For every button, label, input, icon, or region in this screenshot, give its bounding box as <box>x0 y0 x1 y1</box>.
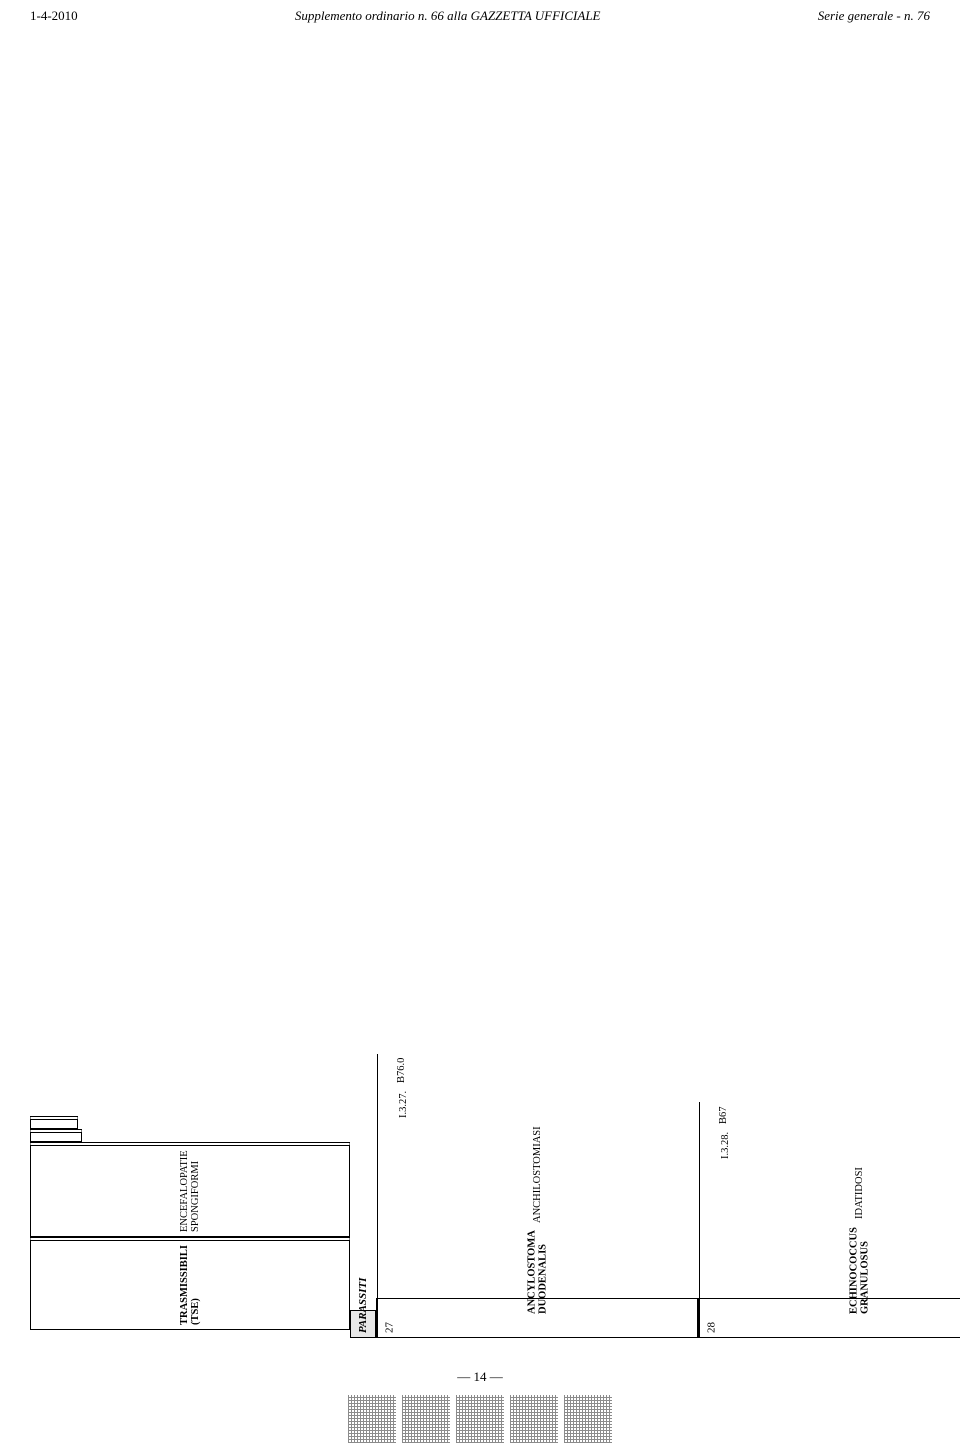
table-row: 27ANCYLOSTOMA DUODENALISANCHILOSTOMIASII… <box>376 1298 698 1338</box>
row-disease: IDATIDOSI <box>699 1163 960 1223</box>
section-parassiti-label: PARASSITI <box>351 1274 375 1337</box>
row-icd: B67 <box>699 1103 747 1129</box>
section-parassiti: PARASSITI <box>350 1310 376 1338</box>
qr-pattern <box>402 1395 450 1443</box>
qr-pattern <box>564 1395 612 1443</box>
row-icd: B76.0 <box>377 1054 425 1087</box>
tse-label: TRASMISSIBILI (TSE) <box>30 1237 350 1330</box>
page-header: 1-4-2010 Supplemento ordinario n. 66 all… <box>0 0 960 28</box>
footer-pattern <box>0 1395 960 1445</box>
row-code: I.3.28. <box>699 1128 751 1163</box>
qr-pattern <box>510 1395 558 1443</box>
row-number: 28 <box>699 1318 723 1337</box>
top-header-row: TRASMISSIBILI (TSE) ENCEFALOPATIE SPONGI… <box>30 1302 350 1338</box>
qr-pattern <box>456 1395 504 1443</box>
header-left: 1-4-2010 <box>30 8 78 24</box>
page-number: — 14 — <box>457 1369 503 1385</box>
header-right: Serie generale - n. 76 <box>818 8 930 24</box>
row-organism: ANCYLOSTOMA DUODENALIS <box>377 1227 697 1318</box>
table-row: 28ECHINOCOCCUS GRANULOSUSIDATIDOSII.3.28… <box>698 1298 960 1338</box>
row-code: I.3.27. <box>377 1087 429 1122</box>
row-number: 27 <box>377 1318 401 1337</box>
table-content: TRASMISSIBILI (TSE) ENCEFALOPATIE SPONGI… <box>30 48 930 1348</box>
encefalopatie-label: ENCEFALOPATIE SPONGIFORMI <box>30 1142 350 1237</box>
qr-pattern <box>348 1395 396 1443</box>
header-center: Supplemento ordinario n. 66 alla GAZZETT… <box>295 8 601 24</box>
row-organism: ECHINOCOCCUS GRANULOSUS <box>699 1223 960 1318</box>
row-disease: ANCHILOSTOMIASI <box>377 1122 697 1227</box>
